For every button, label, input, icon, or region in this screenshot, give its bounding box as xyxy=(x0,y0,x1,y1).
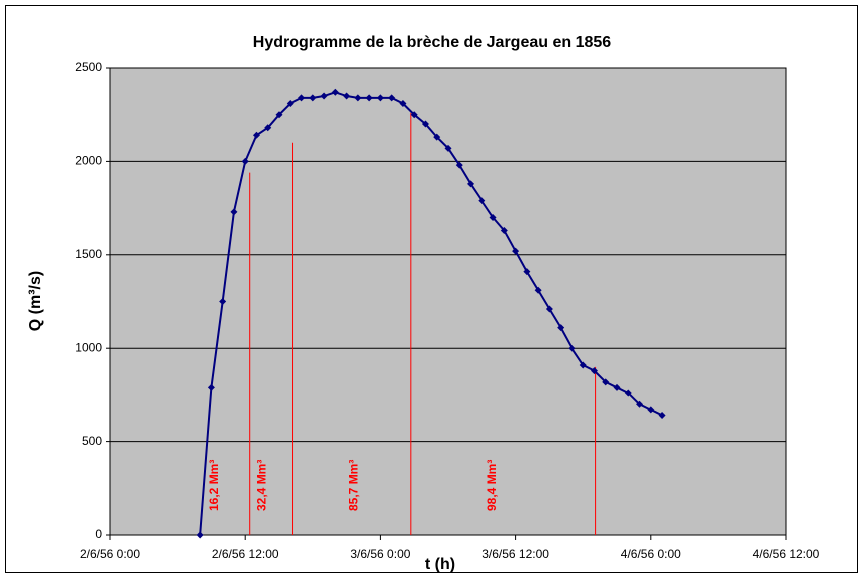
annotation: 32,4 Mm³ xyxy=(254,460,268,511)
data-point xyxy=(252,131,260,139)
data-point xyxy=(388,94,396,102)
chart-title: Hydrogramme de la brèche de Jargeau en 1… xyxy=(253,34,611,51)
data-point xyxy=(298,94,306,102)
data-point xyxy=(343,92,351,100)
y-tick-label: 1500 xyxy=(75,247,102,261)
data-point xyxy=(365,94,373,102)
data-point xyxy=(590,367,598,375)
x-tick-label: 3/6/56 12:00 xyxy=(482,547,549,561)
x-tick-label: 4/6/56 0:00 xyxy=(621,547,681,561)
data-point xyxy=(331,88,339,96)
data-point xyxy=(286,99,294,107)
data-point xyxy=(309,94,317,102)
data-point xyxy=(433,133,441,141)
data-point xyxy=(624,389,632,397)
data-point xyxy=(444,144,452,152)
data-point xyxy=(545,305,553,313)
data-point xyxy=(613,383,621,391)
data-point xyxy=(207,383,215,391)
data-point xyxy=(455,161,463,169)
data-point xyxy=(636,400,644,408)
data-point xyxy=(467,180,475,188)
data-point xyxy=(647,406,655,414)
data-point xyxy=(410,111,418,119)
x-tick-label: 3/6/56 0:00 xyxy=(350,547,410,561)
x-tick-label: 4/6/56 12:00 xyxy=(753,547,820,561)
x-tick-label: 2/6/56 0:00 xyxy=(80,547,140,561)
y-tick-label: 500 xyxy=(82,434,102,448)
data-point xyxy=(512,247,520,255)
data-point xyxy=(219,298,227,305)
data-point xyxy=(376,94,384,102)
annotation: 85,7 Mm³ xyxy=(347,460,361,511)
data-point xyxy=(196,531,204,539)
data-point xyxy=(399,99,407,107)
x-tick-label: 2/6/56 12:00 xyxy=(212,547,279,561)
data-point xyxy=(241,157,249,165)
y-tick-label: 0 xyxy=(95,527,102,541)
annotation: 98,4 Mm³ xyxy=(485,460,499,511)
data-point xyxy=(421,120,429,128)
data-point xyxy=(534,286,542,294)
data-point xyxy=(320,92,328,100)
data-point xyxy=(658,411,666,419)
annotation: 16,2 Mm³ xyxy=(207,460,221,511)
x-axis-label: t (h) xyxy=(425,556,455,573)
data-point xyxy=(579,361,587,369)
data-point xyxy=(602,378,610,386)
data-point xyxy=(489,213,497,221)
data-point xyxy=(354,94,362,102)
y-axis-label: Q (m³/s) xyxy=(27,271,44,331)
data-point xyxy=(230,208,238,216)
data-point xyxy=(568,344,576,352)
data-point xyxy=(557,324,565,332)
y-tick-label: 2500 xyxy=(75,60,102,74)
data-point xyxy=(523,268,531,276)
data-point xyxy=(478,197,486,205)
y-tick-label: 1000 xyxy=(75,340,102,354)
data-point xyxy=(264,124,272,132)
data-point xyxy=(275,111,283,119)
data-point xyxy=(500,227,508,235)
y-tick-label: 2000 xyxy=(75,154,102,168)
